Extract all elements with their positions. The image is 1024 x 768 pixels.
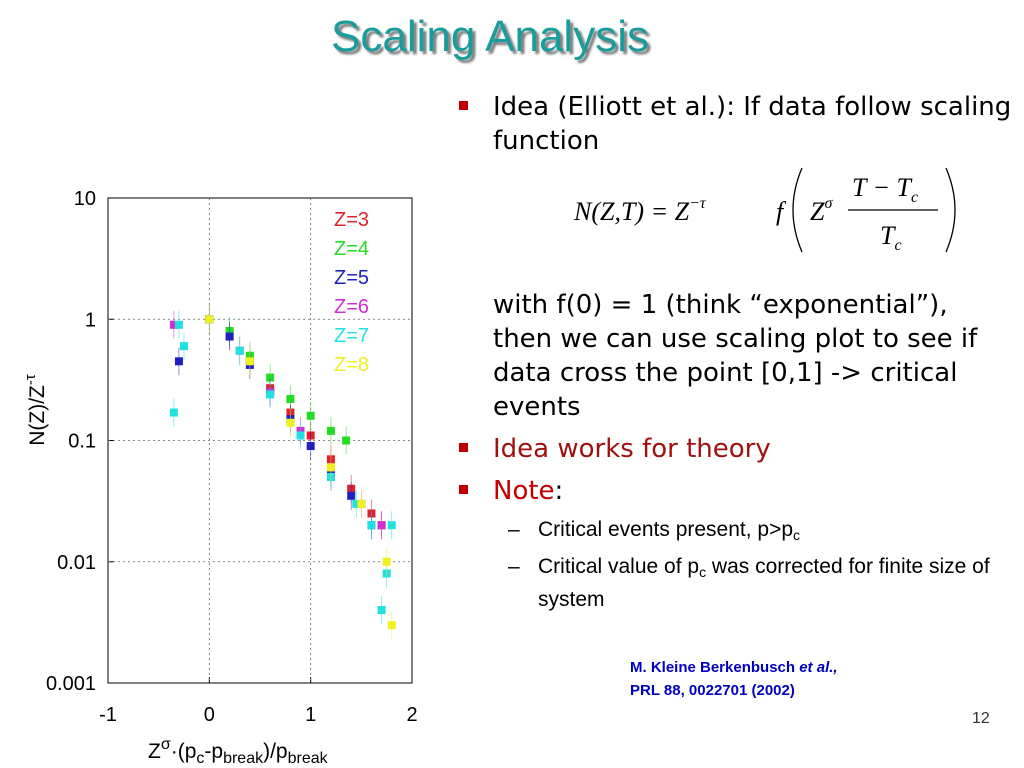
- point: [387, 521, 396, 530]
- legend-entry: Z=8: [334, 354, 369, 376]
- bullet-suffix: :: [554, 476, 564, 506]
- point: [245, 357, 254, 366]
- point: [342, 436, 351, 445]
- point: [347, 491, 356, 500]
- y-label-base: N(Z)/Z: [26, 385, 49, 446]
- point: [266, 390, 275, 399]
- sub-bullet-text: was corrected for finite size of system: [538, 555, 990, 611]
- x-tick-label: 0: [204, 704, 215, 726]
- citation-authors: M. Kleine Berkenbusch: [630, 659, 796, 676]
- bullet: Idea (Elliott et al.): If data follow sc…: [456, 90, 1012, 158]
- legend-entry: Z=6: [334, 296, 369, 318]
- slide-title: Scaling Analysis: [331, 12, 649, 61]
- point: [306, 411, 315, 420]
- formula-text: T − T: [852, 173, 913, 202]
- sub-bullet: Critical value of pc was corrected for f…: [456, 553, 1012, 614]
- point: [326, 426, 335, 435]
- citation: M. Kleine Berkenbusch et al., PRL 88, 00…: [630, 656, 838, 702]
- formula-inner: Zσ: [810, 195, 833, 226]
- point: [180, 342, 188, 351]
- sub-bullet-text: Critical value of p: [538, 555, 700, 578]
- formula-text: Z: [810, 197, 825, 226]
- sub-bullet: Critical events present, p>pc: [456, 516, 1012, 549]
- sub-bullet-text: Critical events present, p>p: [538, 518, 794, 541]
- point: [286, 394, 295, 403]
- formula-text: N(Z,T) = Z: [573, 197, 690, 226]
- point: [296, 431, 305, 440]
- x-label-script: break: [288, 750, 329, 767]
- point: [205, 315, 214, 324]
- x-tick-label: -1: [99, 704, 117, 726]
- formula-text: T: [880, 221, 896, 250]
- x-axis-label: Zσ·(pc-pbreak)/pbreak: [148, 736, 329, 767]
- x-label-text: Z: [148, 740, 161, 763]
- formula-sup: −τ: [689, 195, 707, 212]
- point: [377, 606, 386, 615]
- bullet-list: Idea (Elliott et al.): If data follow sc…: [456, 90, 1012, 618]
- paren: [792, 167, 803, 253]
- legend-entry: Z=5: [334, 267, 369, 289]
- formula-sub: c: [911, 189, 918, 206]
- bullet-text: Note: [493, 476, 555, 506]
- point: [367, 521, 376, 530]
- point: [382, 557, 391, 566]
- citation-line: M. Kleine Berkenbusch et al.,: [630, 656, 838, 679]
- bullet-text: Idea (Elliott et al.): If data follow sc…: [493, 92, 1012, 156]
- point: [306, 442, 315, 451]
- point: [225, 332, 234, 341]
- legend-entry: Z=7: [334, 325, 369, 347]
- x-label-text: )/p: [263, 740, 288, 763]
- y-label-sup: -τ: [22, 374, 39, 385]
- point: [235, 346, 244, 355]
- subscript: c: [793, 527, 801, 543]
- citation-journal: PRL 88, 0022701 (2002): [630, 682, 795, 699]
- formula-sub: c: [894, 237, 901, 254]
- y-axis-label: N(Z)/Z-τ: [22, 374, 49, 446]
- series: [205, 305, 351, 455]
- bullet: Note:: [456, 474, 1012, 508]
- series: [205, 305, 396, 640]
- bullet-continuation: with f(0) = 1 (think “exponential”), the…: [493, 290, 978, 422]
- x-label-text: -p: [204, 740, 223, 763]
- formula: N(Z,T) = Z−τ f Zσ T − Tc Tc: [573, 167, 956, 254]
- page-number: 12: [972, 710, 990, 727]
- point: [174, 357, 183, 366]
- point: [169, 408, 178, 417]
- legend-entry: Z=3: [334, 209, 369, 231]
- point: [326, 463, 335, 472]
- x-label-script: σ: [161, 736, 171, 753]
- legend-entry: Z=4: [334, 238, 369, 260]
- y-tick-label: 10: [74, 188, 96, 210]
- subscript: c: [699, 564, 707, 580]
- x-tick-label: 2: [406, 704, 417, 726]
- citation-etal: et al.,: [799, 659, 838, 676]
- paren: [945, 167, 956, 253]
- bullet-text: Idea works for theory: [493, 434, 771, 464]
- y-tick-label: 0.01: [57, 552, 96, 574]
- point: [377, 521, 386, 530]
- point: [174, 320, 183, 329]
- bullet: Idea works for theory: [456, 432, 1012, 466]
- formula-num: T − Tc: [852, 173, 918, 206]
- point: [286, 418, 295, 427]
- x-label-text: ·(p: [171, 740, 197, 763]
- x-label-script: c: [196, 750, 204, 767]
- x-tick-label: 1: [305, 704, 316, 726]
- y-tick-label: 0.001: [46, 673, 96, 695]
- x-label-script: break: [223, 750, 264, 767]
- formula-func: f: [776, 197, 787, 226]
- point: [387, 621, 396, 630]
- formula-sup: σ: [824, 195, 833, 212]
- formula-den: Tc: [880, 221, 902, 254]
- formula-lhs: N(Z,T) = Z−τ: [573, 195, 707, 226]
- point: [357, 499, 366, 508]
- y-tick-label: 1: [85, 309, 96, 331]
- y-tick-label: 0.1: [68, 431, 96, 453]
